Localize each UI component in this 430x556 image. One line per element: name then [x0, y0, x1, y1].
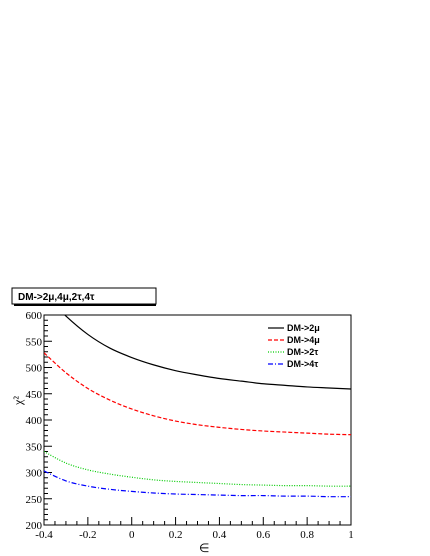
y-tick-label: 600 — [26, 310, 43, 322]
legend-item-2mu: DM->2μ — [268, 323, 320, 333]
y-tick-label: 550 — [26, 336, 43, 348]
x-tick-label: -0.2 — [79, 529, 96, 541]
y-axis: 200 250 300 350 400 450 500 550 600 — [26, 310, 52, 532]
y-tick-label: 200 — [26, 520, 43, 532]
chart-title-shadow — [14, 304, 156, 306]
y-tick-label: 250 — [26, 494, 43, 506]
x-tick-label: 0.4 — [213, 529, 227, 541]
x-tick-label: 0.2 — [169, 529, 183, 541]
x-tick-label: 0.8 — [300, 529, 314, 541]
chart-title-box: DM->2μ,4μ,2τ,4τ — [11, 287, 157, 306]
series-4tau-line — [44, 470, 351, 498]
legend-label: DM->4τ — [287, 359, 318, 369]
series-2mu-line — [63, 315, 351, 390]
legend-item-2tau: DM->2τ — [268, 347, 318, 357]
series-2tau-line — [44, 450, 351, 487]
y-axis-label: χ² — [11, 396, 25, 406]
x-tick-label: -0.4 — [35, 529, 53, 541]
y-tick-label: 300 — [26, 468, 43, 480]
chart-title: DM->2μ,4μ,2τ,4τ — [18, 292, 95, 303]
series-4mu-line — [44, 352, 351, 436]
y-tick-label: 450 — [26, 389, 43, 401]
y-tick-label: 400 — [26, 415, 43, 427]
legend-label: DM->2μ — [287, 323, 320, 333]
y-tick-label: 350 — [26, 441, 43, 453]
x-tick-label: 0 — [129, 529, 135, 541]
legend-item-4tau: DM->4τ — [268, 359, 318, 369]
x-tick-label: 0.6 — [256, 529, 270, 541]
y-tick-label: 500 — [26, 363, 43, 375]
x-tick-label: 1 — [348, 529, 354, 541]
legend-label: DM->4μ — [287, 335, 320, 345]
x-axis: -0.4 -0.2 0 0.2 0.4 0.6 0.8 1 — [35, 517, 354, 541]
legend-label: DM->2τ — [287, 347, 318, 357]
legend: DM->2μ DM->4μ DM->2τ DM->4τ — [268, 323, 320, 369]
series-lines — [44, 315, 351, 498]
legend-item-4mu: DM->4μ — [268, 335, 320, 345]
x-axis-label: ∈ — [199, 541, 209, 555]
